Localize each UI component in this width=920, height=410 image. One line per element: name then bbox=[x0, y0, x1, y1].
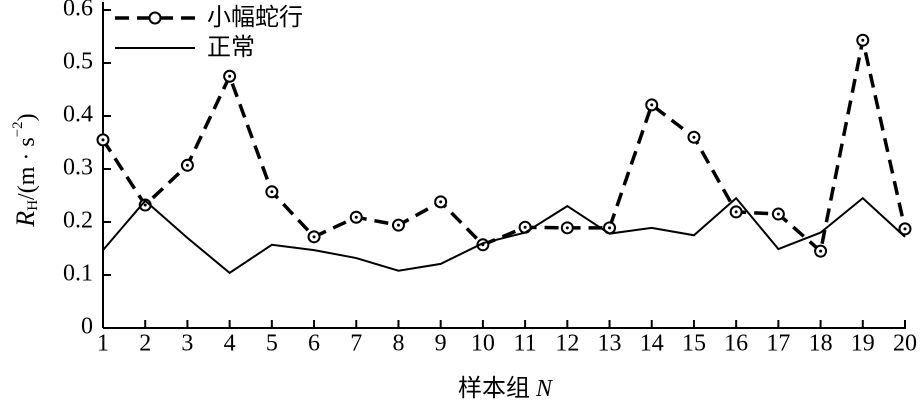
data-point-dot bbox=[861, 38, 865, 42]
x-tick-label: 3 bbox=[181, 331, 193, 357]
data-point-dot bbox=[185, 163, 189, 167]
data-point-dot bbox=[903, 227, 907, 231]
x-tick-label: 15 bbox=[682, 331, 706, 357]
data-point-dot bbox=[101, 138, 105, 142]
x-label-part: 样本组 bbox=[458, 375, 536, 402]
x-tick-label: 18 bbox=[809, 331, 833, 357]
x-tick-label: 4 bbox=[224, 331, 236, 357]
data-point-dot bbox=[523, 225, 527, 229]
data-line bbox=[102, 196, 906, 275]
legend-label: 正常 bbox=[207, 33, 255, 61]
y-label-part: H bbox=[25, 200, 41, 211]
x-axis-label: 样本组 N bbox=[458, 375, 554, 402]
y-axis-label: RH/(m · s−2) bbox=[10, 113, 41, 227]
y-tick-label: 0.5 bbox=[63, 49, 93, 75]
data-point-dot bbox=[396, 223, 400, 227]
x-tick-label: 11 bbox=[514, 331, 537, 357]
legend-marker bbox=[148, 11, 162, 25]
x-tick-label: 14 bbox=[640, 331, 664, 357]
y-label-part: ) bbox=[14, 113, 40, 121]
x-tick-label: 5 bbox=[266, 331, 278, 357]
y-label-part: /(m · s bbox=[14, 137, 40, 200]
x-tick-label: 8 bbox=[392, 331, 404, 357]
x-tick-label: 20 bbox=[893, 331, 917, 357]
y-tick-label: 0.4 bbox=[63, 102, 93, 128]
data-point-dot bbox=[776, 212, 780, 216]
data-point-dot bbox=[608, 226, 612, 230]
y-label-part: R bbox=[11, 211, 40, 228]
data-point-dot bbox=[650, 103, 654, 107]
x-tick-label: 10 bbox=[471, 331, 495, 357]
data-point-dot bbox=[312, 235, 316, 239]
x-tick-label: 17 bbox=[766, 331, 790, 357]
x-tick-label: 16 bbox=[724, 331, 748, 357]
x-tick-label: 19 bbox=[851, 331, 875, 357]
y-tick-label: 0.2 bbox=[63, 208, 93, 234]
y-label-part: −2 bbox=[10, 121, 26, 137]
data-point-dot bbox=[228, 74, 232, 78]
data-point-dot bbox=[819, 249, 823, 253]
x-tick-label: 9 bbox=[435, 331, 447, 357]
x-tick-label: 1 bbox=[97, 331, 109, 357]
x-tick-label: 13 bbox=[598, 331, 622, 357]
data-line bbox=[101, 39, 907, 255]
data-point-dot bbox=[734, 210, 738, 214]
data-point-dot bbox=[270, 190, 274, 194]
data-point-dot bbox=[439, 200, 443, 204]
x-tick-label: 2 bbox=[139, 331, 151, 357]
data-point-dot bbox=[692, 135, 696, 139]
legend-label: 小幅蛇行 bbox=[207, 3, 303, 31]
x-tick-label: 6 bbox=[308, 331, 320, 357]
y-tick-label: 0.3 bbox=[63, 155, 93, 181]
y-tick-label: 0 bbox=[81, 314, 93, 340]
y-tick-label: 0.6 bbox=[63, 0, 93, 22]
x-tick-label: 7 bbox=[350, 331, 362, 357]
data-point-dot bbox=[565, 226, 569, 230]
data-point-dot bbox=[143, 203, 147, 207]
x-tick-label: 12 bbox=[555, 331, 579, 357]
data-point-dot bbox=[354, 215, 358, 219]
y-tick-label: 0.1 bbox=[63, 261, 93, 287]
x-label-part: N bbox=[535, 376, 554, 402]
